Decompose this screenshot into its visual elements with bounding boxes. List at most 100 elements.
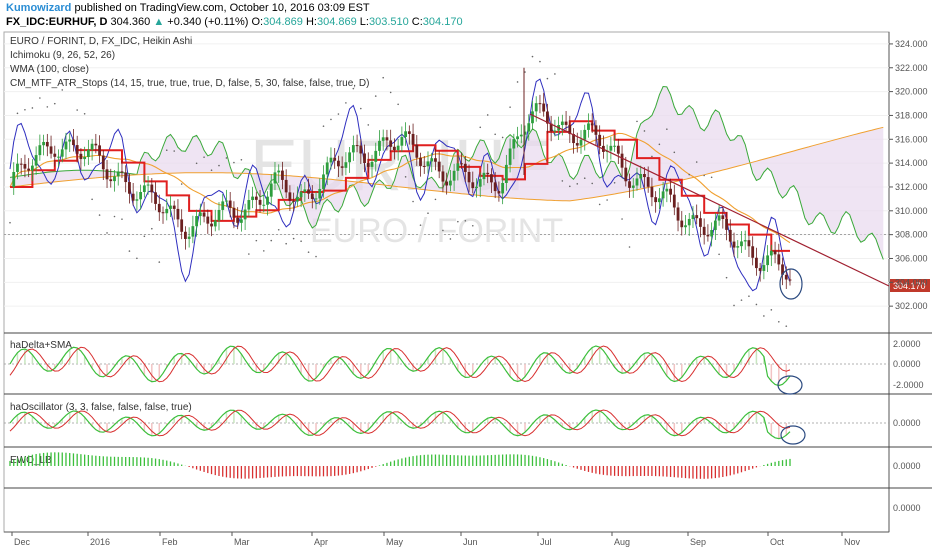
candle-body [448, 180, 452, 186]
candle-body [672, 194, 676, 208]
low-value: 303.510 [368, 16, 409, 28]
candle-body [635, 178, 639, 186]
candle-body [27, 168, 31, 171]
candle-body [262, 204, 266, 206]
candle-body [363, 153, 366, 163]
candle-body [131, 193, 135, 201]
candle-body [57, 156, 60, 158]
atr-dot [494, 133, 496, 136]
candle-body [348, 152, 352, 163]
open-label: O: [251, 16, 264, 28]
candle-body [292, 200, 296, 202]
atr-dot [591, 182, 594, 185]
candle-body [508, 148, 512, 165]
atr-dot [404, 176, 407, 178]
candle-body [184, 231, 187, 239]
atr-dot [725, 276, 728, 279]
candle-body [165, 208, 169, 214]
candle-body [769, 250, 773, 256]
author-name[interactable]: Kumowizard [6, 2, 72, 14]
atr-dot [53, 102, 56, 105]
highlight-circle-price[interactable] [779, 268, 803, 300]
candle-body [53, 153, 57, 157]
atr-dot [680, 183, 683, 186]
atr-dot [442, 229, 444, 232]
candle-body [669, 188, 672, 195]
atr-dot [763, 315, 765, 317]
candle-body [430, 158, 434, 162]
candle-body [366, 162, 370, 167]
candle-body [680, 220, 684, 228]
atr-dot [128, 250, 131, 252]
cloud-fill [10, 86, 884, 260]
chart-title: EURO / FORINT, D, FX_IDC, Heikin Ashi [10, 36, 192, 47]
atr-dot [658, 143, 661, 146]
hadelta-tick-3: -2.0000 [893, 380, 924, 390]
atr-dot [569, 185, 571, 188]
candle-body [568, 124, 572, 135]
candle-body [60, 149, 64, 157]
candle-body [142, 185, 146, 192]
candle-body [374, 150, 378, 162]
atr-dot [382, 76, 385, 79]
ewo-tick: 0.0000 [893, 461, 921, 471]
candle-body [747, 240, 751, 247]
candle-body [120, 171, 124, 173]
time-tick-label: 2016 [90, 537, 110, 547]
hadelta-tick-1: 2.0000 [893, 339, 921, 349]
highlight-circle-haoscillator[interactable] [780, 425, 806, 445]
atr-dot [733, 304, 735, 307]
time-tick-label: Mar [234, 537, 250, 547]
highlight-circle-hadelta[interactable] [777, 375, 803, 395]
candle-body [572, 134, 575, 144]
atr-legend: CM_MTF_ATR_Stops (14, 15, true, true, tr… [10, 78, 369, 89]
candle-body [713, 220, 717, 231]
atr-dot [16, 112, 19, 115]
candle-body [295, 197, 299, 202]
atr-dot [748, 295, 750, 297]
price-tick-label: 322.000 [895, 63, 928, 73]
haoscillator-signal [9, 409, 791, 437]
candle-body [157, 203, 161, 213]
atr-dot [165, 149, 168, 152]
high-label: H: [305, 16, 317, 28]
atr-dot [457, 220, 459, 223]
atr-dot [695, 161, 698, 163]
atr-dot [770, 309, 773, 311]
candle-body [534, 103, 538, 112]
candle-body [318, 188, 322, 199]
candle-body [281, 170, 284, 180]
atr-dot [188, 196, 190, 199]
candle-body [393, 146, 396, 151]
atr-dot [136, 257, 138, 260]
close-value: 304.170 [422, 16, 463, 28]
atr-dot [471, 224, 474, 227]
trendline[interactable] [529, 113, 890, 287]
atr-dot [248, 253, 250, 255]
atr-dot [143, 235, 146, 238]
candle-body [523, 131, 527, 135]
candle-body [486, 172, 490, 175]
published-text: published on TradingView.com, October 10… [74, 2, 370, 14]
candle-body [587, 123, 590, 130]
candle-body [564, 121, 568, 125]
candle-body [269, 183, 273, 197]
atr-dot [688, 173, 691, 176]
atr-dot [106, 232, 108, 234]
candle-body [549, 123, 553, 132]
chart-canvas[interactable]: EURHUF EURO / FORINT EURO / FORINT, D, F… [0, 30, 932, 550]
candle-body [710, 230, 714, 237]
candle-body [86, 149, 90, 157]
candle-body [195, 216, 199, 227]
price-tick-label: 320.000 [895, 87, 928, 97]
candle-body [755, 257, 758, 269]
candle-body [180, 219, 184, 232]
atr-dot [561, 180, 564, 182]
candle-body [273, 172, 277, 184]
atr-dot [531, 55, 534, 58]
high-value: 304.869 [316, 16, 357, 28]
candle-body [146, 184, 150, 186]
atr-dot [345, 102, 347, 104]
candle-body [519, 134, 523, 137]
candle-body [161, 212, 165, 214]
